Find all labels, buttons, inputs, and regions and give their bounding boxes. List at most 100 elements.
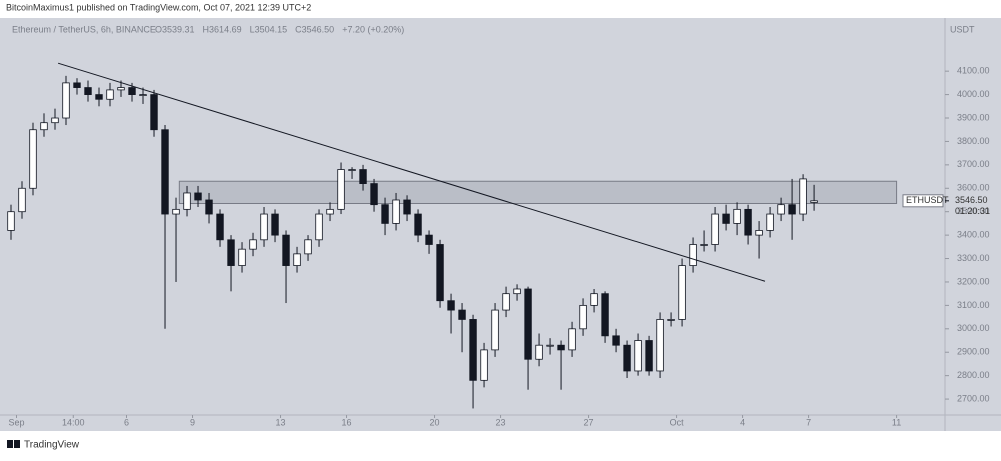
candle-body (579, 304, 587, 330)
x-tick-label: 11 (892, 417, 901, 427)
candle-body (106, 89, 114, 100)
candle-body (469, 319, 477, 381)
candle-body (18, 187, 26, 213)
x-tick-label: 20 (430, 417, 440, 427)
x-tick-label: 4 (740, 417, 745, 427)
candle-body (491, 309, 499, 351)
candle-body (623, 344, 631, 372)
candle-body (700, 244, 708, 246)
symbol-label: ETHUSDT (906, 195, 949, 205)
candle-body (634, 340, 642, 372)
candle-body (337, 169, 345, 210)
x-tick-label: 16 (342, 417, 352, 427)
candle-body (513, 288, 521, 295)
y-tick-label: 3000.00 (957, 323, 990, 333)
publish-note: BitcoinMaximus1 published on TradingView… (6, 2, 311, 12)
candle-body (84, 87, 92, 95)
ohlc-value: H3614.69 (203, 24, 242, 34)
candle-body (557, 344, 565, 351)
candle-body (612, 335, 620, 346)
y-tick-label: 3100.00 (957, 300, 990, 310)
y-tick-label: 3700.00 (957, 159, 990, 169)
candle-body (249, 239, 257, 250)
candle-body (755, 230, 763, 236)
candle-body (40, 122, 48, 131)
x-tick-label: 6 (124, 417, 129, 427)
candle-body (810, 200, 818, 203)
candle-body (161, 129, 169, 215)
candle-body (29, 129, 37, 189)
candle-body (205, 199, 213, 215)
candle-body (51, 117, 59, 124)
candle-body (348, 169, 356, 171)
y-tick-label: 3400.00 (957, 229, 990, 239)
candle-body (458, 309, 466, 320)
candle-body (216, 213, 224, 241)
candle-body (304, 239, 312, 255)
y-tick-label: 3200.00 (957, 276, 990, 286)
candle-body (326, 208, 334, 215)
candle-body (392, 199, 400, 224)
candle-body (128, 87, 136, 95)
candle-body (436, 244, 444, 302)
y-tick-label: 4000.00 (957, 89, 990, 99)
candle-body (414, 213, 422, 236)
candle-body (502, 293, 510, 311)
symbol: Ethereum / TetherUS, 6h, BINANCE (12, 24, 156, 34)
y-tick-label: 3600.00 (957, 183, 990, 193)
ohlc-value: O3539.31 (155, 24, 195, 34)
trendline (57, 62, 766, 282)
footer-brand: TradingView (24, 440, 80, 451)
candle-body (381, 204, 389, 224)
symbol-box (902, 194, 944, 208)
y-tick-label: 3300.00 (957, 253, 990, 263)
candle-body (601, 293, 609, 337)
candle-body (722, 213, 730, 224)
candle-body (238, 248, 246, 266)
x-tick-label: 14:00 (62, 417, 85, 427)
candle-body (777, 204, 785, 215)
candle-body (799, 178, 807, 215)
candle-body (425, 234, 433, 245)
last-price-label: 3546.50 (955, 195, 988, 205)
candle-body (139, 94, 147, 96)
candle-body (95, 94, 103, 100)
candle-body (656, 319, 664, 372)
x-tick-label: Oct (670, 417, 685, 427)
candle-body (183, 192, 191, 210)
candle-body (370, 183, 378, 206)
x-tick-label: 7 (806, 417, 811, 427)
currency: USDT (950, 24, 975, 34)
candle-body (260, 213, 268, 241)
candle-body (271, 213, 279, 236)
y-tick-label: 2700.00 (957, 393, 990, 403)
candle-body (227, 239, 235, 266)
candle-body (359, 169, 367, 184)
y-tick-label: 3500.00 (957, 206, 990, 216)
candle-body (73, 82, 81, 88)
footer-logo (7, 440, 20, 448)
candle-body (711, 213, 719, 245)
logo-part (7, 440, 13, 448)
logo-part (14, 440, 20, 448)
candle-body (733, 208, 741, 224)
candle-body (315, 213, 323, 241)
resistance-zone (178, 180, 898, 205)
candle-body (172, 208, 180, 215)
x-tick-label: 27 (584, 417, 594, 427)
candle-body (546, 344, 554, 347)
candle-body (568, 328, 576, 351)
candle-body (535, 344, 543, 360)
x-tick-label: 23 (496, 417, 506, 427)
candle-body (480, 349, 488, 381)
y-tick-label: 4100.00 (957, 66, 990, 76)
candle-body (766, 213, 774, 231)
candle-body (293, 253, 301, 266)
candle-body (403, 199, 411, 215)
candle-body (524, 288, 532, 360)
candle-body (7, 211, 15, 231)
y-tick-label: 2800.00 (957, 370, 990, 380)
candle-body (117, 87, 125, 91)
